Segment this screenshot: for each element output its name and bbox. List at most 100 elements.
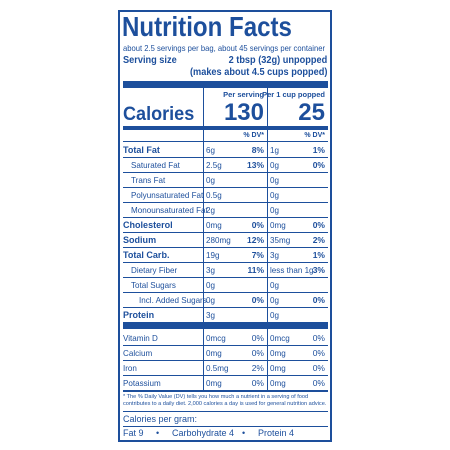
- vitamin-dv: 0%: [312, 378, 325, 388]
- vitamin-amount: 0mg: [270, 363, 286, 373]
- vitamin-name: Iron: [123, 363, 137, 373]
- nutrient-name: Trans Fat: [131, 174, 166, 185]
- row-line: [123, 202, 328, 203]
- nutrient-dv: 8%: [251, 145, 264, 155]
- row-line: [123, 232, 328, 233]
- nutrient-dv: 7%: [251, 250, 264, 260]
- vitamin-dv: 0%: [312, 333, 325, 343]
- dv-header: % DV*: [304, 132, 325, 139]
- nutrient-name: Dietary Fiber: [131, 264, 178, 275]
- vitamin-amount: 0mg: [270, 348, 286, 358]
- calories-label: Calories: [123, 104, 195, 125]
- nutrient-dv: 13%: [246, 160, 264, 170]
- row-line: [123, 247, 328, 248]
- thick-bar: [123, 322, 328, 329]
- calories-per-gram-label: Calories per gram:: [123, 414, 198, 424]
- vitamin-dv: 2%: [251, 363, 264, 373]
- nutrient-name: Total Sugars: [131, 279, 176, 290]
- nutrient-amount: 0mg: [270, 220, 286, 230]
- nutrient-name: Monounsaturated Fat: [131, 204, 208, 215]
- row-line: [123, 187, 328, 188]
- nutrition-label: [118, 10, 332, 442]
- nutrient-amount: 2g: [206, 205, 215, 215]
- row-line: [123, 426, 328, 427]
- calories-per-gram-item: Fat 9: [123, 428, 144, 438]
- nutrient-dv: 0%: [312, 220, 325, 230]
- vitamin-dv: 0%: [251, 348, 264, 358]
- row-line: [123, 277, 328, 278]
- row-line: [123, 292, 328, 293]
- separator: •: [242, 428, 246, 438]
- nutrient-amount: 2.5g: [206, 160, 222, 170]
- nutrient-amount: 0g: [270, 175, 279, 185]
- vitamin-amount: 0mcg: [206, 333, 226, 343]
- vitamin-dv: 0%: [251, 333, 264, 343]
- nutrient-dv: 2%: [312, 235, 325, 245]
- row-line: [123, 141, 328, 142]
- calories-per-gram-item: Carbohydrate 4: [172, 428, 235, 438]
- row-line: [123, 390, 328, 392]
- calories-value: 130: [223, 99, 264, 126]
- nutrient-amount: 0mg: [206, 220, 222, 230]
- row-line: [123, 411, 328, 412]
- serving-size: 2 tbsp (32g) unpopped: [228, 55, 327, 66]
- vitamin-dv: 0%: [312, 363, 325, 373]
- row-line: [123, 345, 328, 346]
- title: Nutrition Facts: [122, 11, 292, 42]
- nutrient-dv: 0%: [251, 220, 264, 230]
- nutrient-name: Saturated Fat: [131, 159, 180, 170]
- nutrient-dv: 0%: [251, 295, 264, 305]
- column-header: Per 1 cup popped: [262, 90, 325, 99]
- vitamin-dv: 0%: [312, 348, 325, 358]
- column-header: Per serving: [223, 90, 264, 99]
- nutrient-amount: 0.5g: [206, 190, 222, 200]
- nutrient-amount: 280mg: [206, 235, 231, 245]
- nutrient-name: Protein: [123, 309, 155, 321]
- separator: •: [156, 428, 160, 438]
- nutrient-name: Incl. Added Sugars: [139, 294, 207, 305]
- nutrient-amount: 0g: [206, 175, 215, 185]
- vitamin-amount: 0mcg: [270, 333, 290, 343]
- row-line: [123, 375, 328, 376]
- row-line: [123, 217, 328, 218]
- nutrient-amount: 0g: [270, 205, 279, 215]
- dv-header: % DV*: [243, 132, 264, 139]
- nutrient-name: Cholesterol: [123, 219, 173, 231]
- nutrient-amount: 0g: [270, 295, 279, 305]
- row-line: [123, 307, 328, 308]
- nutrient-dv: 0%: [312, 160, 325, 170]
- column-divider: [203, 88, 204, 392]
- vitamin-dv: 0%: [251, 378, 264, 388]
- nutrient-name: Total Carb.: [123, 249, 170, 261]
- vitamin-name: Vitamin D: [123, 333, 158, 343]
- nutrient-amount: 3g: [206, 265, 215, 275]
- nutrient-dv: 1%: [312, 145, 325, 155]
- vitamin-amount: 0mg: [206, 378, 222, 388]
- thick-bar: [123, 81, 328, 88]
- nutrient-amount: 3g: [206, 310, 215, 320]
- serving-size-popped: (makes about 4.5 cups popped): [189, 67, 327, 78]
- serving-size-label: Serving size: [123, 55, 177, 66]
- vitamin-amount: 0mg: [206, 348, 222, 358]
- footnote: * The % Daily Value (DV) tells you how m…: [123, 394, 327, 407]
- row-line: [123, 360, 328, 361]
- calories-bar: [123, 126, 328, 130]
- nutrient-amount: 1g: [270, 145, 279, 155]
- nutrient-name: Sodium: [123, 234, 157, 246]
- nutrient-dv: 0%: [312, 295, 325, 305]
- vitamin-name: Potassium: [123, 378, 161, 388]
- nutrient-amount: less than 1g: [270, 265, 314, 275]
- nutrient-name: Total Fat: [123, 144, 160, 156]
- calories-value: 25: [298, 99, 325, 126]
- nutrient-amount: 0g: [270, 190, 279, 200]
- vitamin-amount: 0.5mg: [206, 363, 229, 373]
- nutrient-amount: 0g: [206, 295, 215, 305]
- nutrient-dv: 11%: [247, 265, 264, 275]
- servings: about 2.5 servings per bag, about 45 ser…: [123, 43, 326, 53]
- nutrient-name: Polyunsaturated Fat: [131, 189, 204, 200]
- nutrient-amount: 19g: [206, 250, 220, 260]
- nutrient-dv: 1%: [312, 250, 325, 260]
- row-line: [123, 262, 328, 263]
- nutrient-dv: 12%: [246, 235, 264, 245]
